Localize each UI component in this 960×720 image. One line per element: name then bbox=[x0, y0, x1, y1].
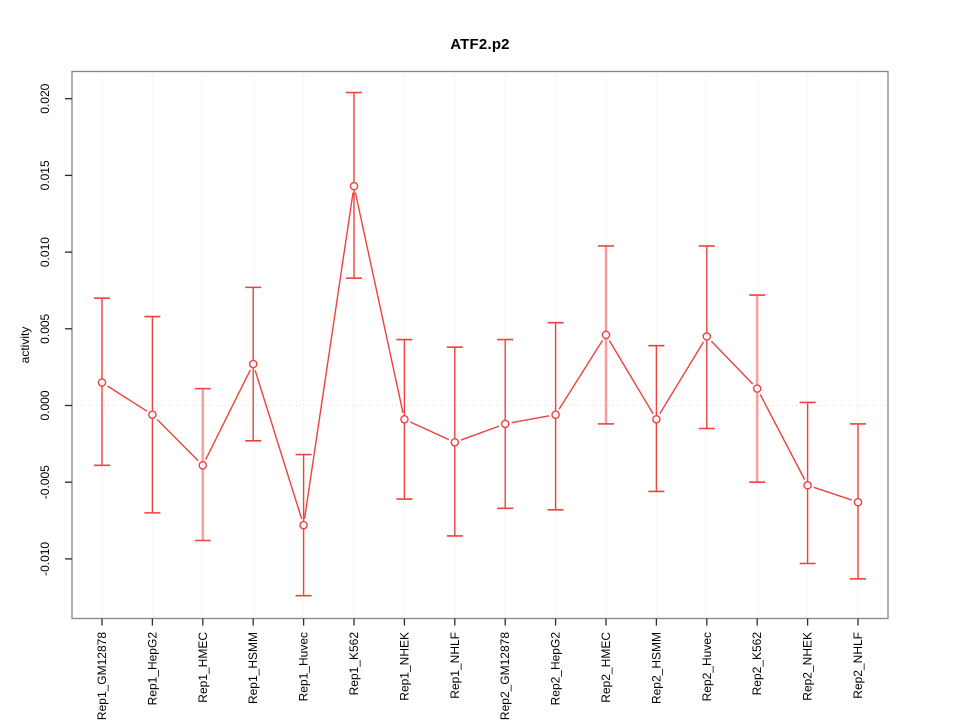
series-segment bbox=[659, 341, 705, 415]
chart-title: ATF2.p2 bbox=[450, 36, 510, 53]
series-segment bbox=[410, 421, 450, 441]
x-tick-label: Rep2_HMEC bbox=[599, 632, 613, 703]
x-tick-label: Rep1_K562 bbox=[347, 632, 361, 696]
series-segment bbox=[558, 340, 604, 410]
data-point bbox=[248, 359, 258, 369]
data-point bbox=[349, 181, 359, 191]
y-tick-label: 0.000 bbox=[38, 390, 52, 420]
data-point bbox=[97, 378, 107, 387]
x-tick-label: Rep2_Huvec bbox=[700, 632, 714, 701]
data-point bbox=[702, 332, 712, 341]
series-segment bbox=[354, 192, 404, 414]
data-point bbox=[803, 480, 812, 490]
x-tick-label: Rep2_K562 bbox=[750, 632, 764, 696]
data-point bbox=[853, 497, 863, 507]
x-tick-label: Rep1_NHLF bbox=[448, 632, 462, 699]
series-segment bbox=[511, 415, 550, 424]
x-tick-label: Rep2_HSMM bbox=[649, 632, 663, 704]
series-segment bbox=[710, 340, 754, 385]
data-point bbox=[450, 438, 460, 447]
plot-border bbox=[71, 70, 889, 620]
series-segment bbox=[460, 425, 500, 441]
x-tick-label: Rep2_NHEK bbox=[801, 632, 815, 701]
data-point bbox=[752, 384, 762, 393]
series-segment bbox=[156, 418, 199, 462]
series-segment bbox=[759, 394, 806, 480]
data-point bbox=[299, 520, 308, 530]
y-tick-label: 0.020 bbox=[38, 83, 52, 113]
data-point bbox=[601, 330, 611, 340]
x-tick-label: Rep1_GM12878 bbox=[95, 632, 109, 720]
y-tick-label: 0.005 bbox=[38, 313, 52, 343]
y-tick-label: -0.005 bbox=[38, 465, 52, 499]
data-point bbox=[148, 410, 157, 420]
data-point bbox=[551, 410, 560, 420]
data-point bbox=[198, 461, 208, 470]
series-segment bbox=[205, 369, 251, 460]
series-segment bbox=[107, 385, 148, 412]
series-segment bbox=[303, 192, 354, 519]
x-tick-label: Rep1_HepG2 bbox=[145, 632, 159, 706]
x-tick-label: Rep2_GM12878 bbox=[498, 632, 512, 720]
x-tick-label: Rep1_HMEC bbox=[196, 632, 210, 703]
x-tick-label: Rep2_HepG2 bbox=[549, 632, 563, 706]
series-segment bbox=[813, 486, 853, 501]
data-point bbox=[500, 419, 510, 429]
data-point bbox=[400, 415, 409, 424]
series-segment bbox=[254, 370, 303, 520]
y-tick-label: 0.010 bbox=[38, 237, 52, 267]
x-tick-label: Rep1_Huvec bbox=[297, 632, 311, 701]
x-tick-label: Rep1_HSMM bbox=[246, 632, 260, 704]
series-segment bbox=[608, 340, 654, 415]
x-tick-label: Rep2_NHLF bbox=[851, 632, 865, 699]
data-point bbox=[652, 415, 661, 424]
y-tick-label: 0.015 bbox=[38, 160, 52, 190]
y-tick-label: -0.010 bbox=[38, 542, 52, 576]
x-tick-label: Rep1_NHEK bbox=[397, 632, 411, 701]
